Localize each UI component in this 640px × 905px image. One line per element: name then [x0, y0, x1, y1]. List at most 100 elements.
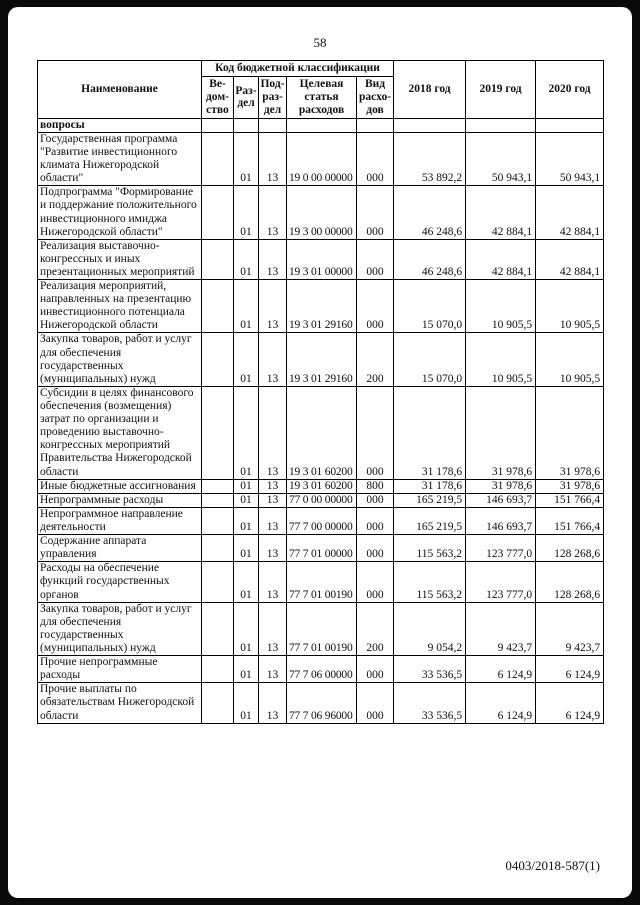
table-row: Непрограммные расходы 01 13 77 0 00 00000 00…	[37, 492, 605, 508]
cell-2020: 31 978,6	[535, 385, 605, 480]
cell-vid-rashodov: 000	[355, 561, 395, 603]
cell-2018: 46 248,6	[393, 238, 467, 281]
cell-razdel: 01	[233, 332, 259, 387]
cell-vedomstvo	[201, 117, 234, 133]
cell-2018: 165 219,5	[393, 492, 467, 508]
cell-2020: 10 905,5	[535, 279, 605, 334]
table-row: Субсидии в целях финансового обеспечения…	[37, 385, 605, 480]
cell-2020: 128 268,6	[535, 561, 605, 603]
cell-razdel: 01	[233, 561, 259, 603]
cell-razdel: 01	[233, 385, 259, 480]
header-row-2: Ве- дом- ство Раз- дел Под- раз- дел Цел…	[38, 76, 604, 119]
cell-target-article: 77 7 01 00000	[286, 534, 357, 563]
cell-razdel: 01	[233, 131, 259, 187]
header-vedomstvo: Ве- дом- ство	[201, 76, 234, 119]
cell-razdel: 01	[233, 534, 259, 563]
header-year-2020: 2020 год	[535, 60, 605, 119]
cell-name: Иные бюджетные ассигнования	[37, 478, 202, 494]
cell-vedomstvo	[201, 561, 234, 603]
cell-vedomstvo	[201, 238, 234, 281]
cell-name: Непрограммные расходы	[37, 492, 202, 508]
header-razdel: Раз- дел	[233, 76, 259, 119]
cell-2019: 50 943,1	[465, 131, 537, 187]
cell-2018: 31 178,6	[393, 478, 467, 494]
cell-podrazdel	[258, 117, 287, 133]
cell-name: Закупка товаров, работ и услуг для обесп…	[37, 601, 202, 657]
cell-2018: 115 563,2	[393, 534, 467, 563]
table-row: вопросы	[37, 117, 605, 133]
header-target-article: Целевая статья расходов	[286, 76, 357, 119]
cell-vedomstvo	[201, 655, 234, 684]
cell-vedomstvo	[201, 506, 234, 536]
cell-2018: 15 070,0	[393, 332, 467, 387]
table-row: Государственная программа "Развитие инве…	[37, 131, 605, 187]
cell-2020: 42 884,1	[535, 238, 605, 281]
cell-target-article: 19 3 01 00000	[286, 238, 357, 281]
cell-razdel: 01	[233, 601, 259, 657]
cell-vid-rashodov: 000	[355, 492, 395, 508]
cell-vedomstvo	[201, 682, 234, 724]
cell-target-article: 77 7 06 96000	[286, 682, 357, 724]
cell-name: Субсидии в целях финансового обеспечения…	[37, 385, 202, 480]
cell-podrazdel: 13	[258, 131, 287, 187]
cell-razdel: 01	[233, 279, 259, 334]
cell-razdel: 01	[233, 478, 259, 494]
cell-vid-rashodov: 000	[355, 534, 395, 563]
cell-2020: 50 943,1	[535, 131, 605, 187]
cell-2020: 6 124,9	[535, 655, 605, 684]
table-row: Прочие выплаты по обязательствам Нижегор…	[37, 682, 605, 724]
cell-name: Подпрограмма "Формирование и поддержание…	[37, 185, 202, 240]
cell-2018: 165 219,5	[393, 506, 467, 536]
table-row: Реализация выставочно-конгрессных и иных…	[37, 238, 605, 281]
cell-target-article: 19 3 01 60200	[286, 385, 357, 480]
cell-vid-rashodov: 000	[355, 506, 395, 536]
cell-podrazdel: 13	[258, 534, 287, 563]
cell-vedomstvo	[201, 279, 234, 334]
cell-vedomstvo	[201, 478, 234, 494]
cell-2018: 115 563,2	[393, 561, 467, 603]
cell-podrazdel: 13	[258, 561, 287, 603]
header-year-2018: 2018 год	[393, 60, 467, 119]
cell-podrazdel: 13	[258, 478, 287, 494]
cell-target-article: 77 7 06 00000	[286, 655, 357, 684]
footer-code: 0403/2018-587(1)	[505, 858, 600, 873]
cell-2019: 31 978,6	[465, 385, 537, 480]
cell-vid-rashodov: 200	[355, 332, 395, 387]
cell-2019: 31 978,6	[465, 478, 537, 494]
cell-2019: 6 124,9	[465, 655, 537, 684]
cell-podrazdel: 13	[258, 332, 287, 387]
cell-podrazdel: 13	[258, 682, 287, 724]
cell-name: Государственная программа "Развитие инве…	[37, 131, 202, 187]
cell-podrazdel: 13	[258, 601, 287, 657]
cell-vid-rashodov	[355, 117, 395, 133]
cell-2020: 31 978,6	[535, 478, 605, 494]
cell-podrazdel: 13	[258, 506, 287, 536]
cell-vid-rashodov: 000	[355, 682, 395, 724]
table-body: вопросы Государственная программа "Развит…	[37, 117, 605, 724]
cell-2019: 10 905,5	[465, 279, 537, 334]
header-vid-rashodov: Вид расхо- дов	[355, 76, 395, 119]
cell-2018: 53 892,2	[393, 131, 467, 187]
header-row-1: Наименование Код бюджетной классификации…	[37, 59, 605, 119]
cell-vedomstvo	[201, 131, 234, 187]
cell-target-article: 77 7 01 00190	[286, 561, 357, 603]
cell-vedomstvo	[201, 534, 234, 563]
cell-2018: 15 070,0	[393, 279, 467, 334]
cell-2020: 151 766,4	[535, 506, 605, 536]
table-row: Реализация мероприятий, направленных на …	[37, 279, 605, 334]
cell-razdel: 01	[233, 655, 259, 684]
header-podrazdel: Под- раз- дел	[258, 76, 287, 119]
cell-2018: 46 248,6	[393, 185, 467, 240]
table-row: Расходы на обеспечение функций государст…	[37, 561, 605, 603]
cell-2020: 6 124,9	[535, 682, 605, 724]
cell-2020: 151 766,4	[535, 492, 605, 508]
table-row: Закупка товаров, работ и услуг для обесп…	[37, 332, 605, 387]
page-number: 58	[313, 35, 327, 50]
cell-razdel: 01	[233, 506, 259, 536]
cell-razdel: 01	[233, 492, 259, 508]
cell-2018: 31 178,6	[393, 385, 467, 480]
cell-podrazdel: 13	[258, 279, 287, 334]
cell-name: Непрограммное направление деятельности	[37, 506, 202, 536]
cell-2020	[535, 117, 605, 133]
cell-podrazdel: 13	[258, 492, 287, 508]
